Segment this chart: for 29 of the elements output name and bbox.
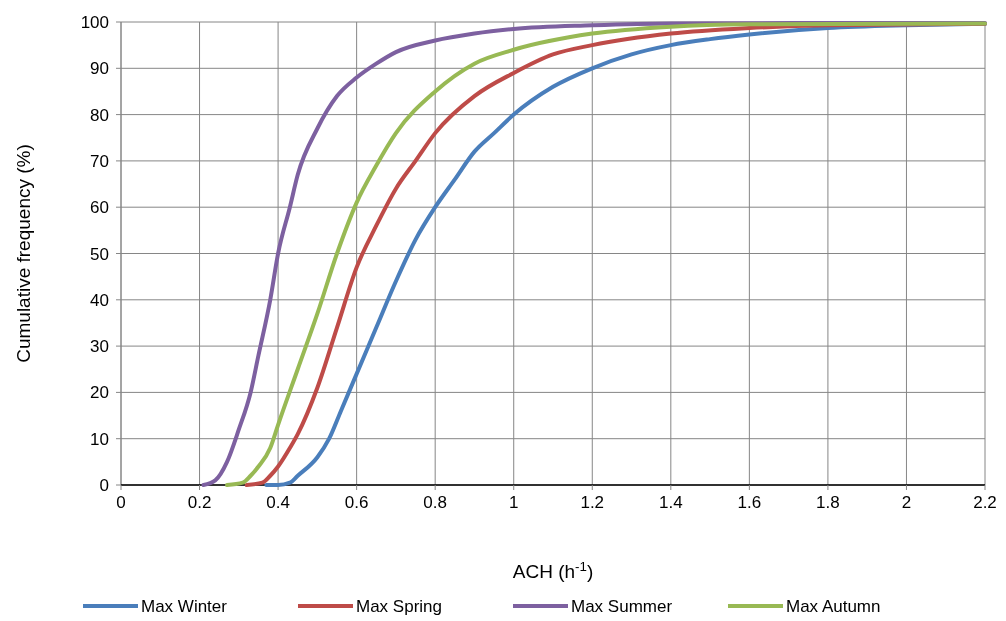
x-tick-label: 0.6 — [344, 493, 369, 512]
y-tick-label: 50 — [90, 244, 109, 264]
y-tick-label: 70 — [90, 151, 109, 171]
x-tick-label: 1 — [508, 493, 519, 512]
y-tick-label: 30 — [90, 337, 109, 357]
x-tick-label: 1.2 — [580, 493, 605, 512]
x-tick-label: 0.2 — [187, 493, 212, 512]
y-tick-label: 20 — [90, 383, 109, 403]
y-tick-label: 60 — [90, 198, 109, 218]
legend-label: Max Spring — [356, 597, 442, 616]
x-axis-title: ACH (h$^{-1}$) — [512, 558, 594, 582]
y-axis-title: Cumulative frequency (%) — [13, 144, 34, 363]
legend-label: Max Winter — [141, 597, 228, 616]
y-tick-label: 100 — [80, 13, 109, 32]
y-tick-label: 40 — [90, 290, 109, 310]
legend-label: Max Autumn — [786, 597, 881, 616]
x-tick-label: 0 — [116, 493, 126, 512]
x-tick-label: 2 — [901, 493, 912, 512]
y-tick-label: 0 — [99, 476, 109, 495]
x-tick-label: 0.8 — [423, 493, 447, 512]
legend-label: Max Summer — [571, 597, 673, 616]
x-tick-label: 2.2 — [973, 493, 997, 512]
x-tick-label: 1.8 — [816, 493, 840, 512]
y-tick-label: 90 — [90, 59, 109, 79]
x-tick-label: 1.4 — [659, 493, 683, 512]
y-tick-label: 10 — [90, 429, 109, 449]
x-tick-label: 0.4 — [266, 493, 290, 512]
x-tick-label: 1.6 — [737, 493, 762, 512]
y-tick-label: 80 — [90, 105, 109, 125]
